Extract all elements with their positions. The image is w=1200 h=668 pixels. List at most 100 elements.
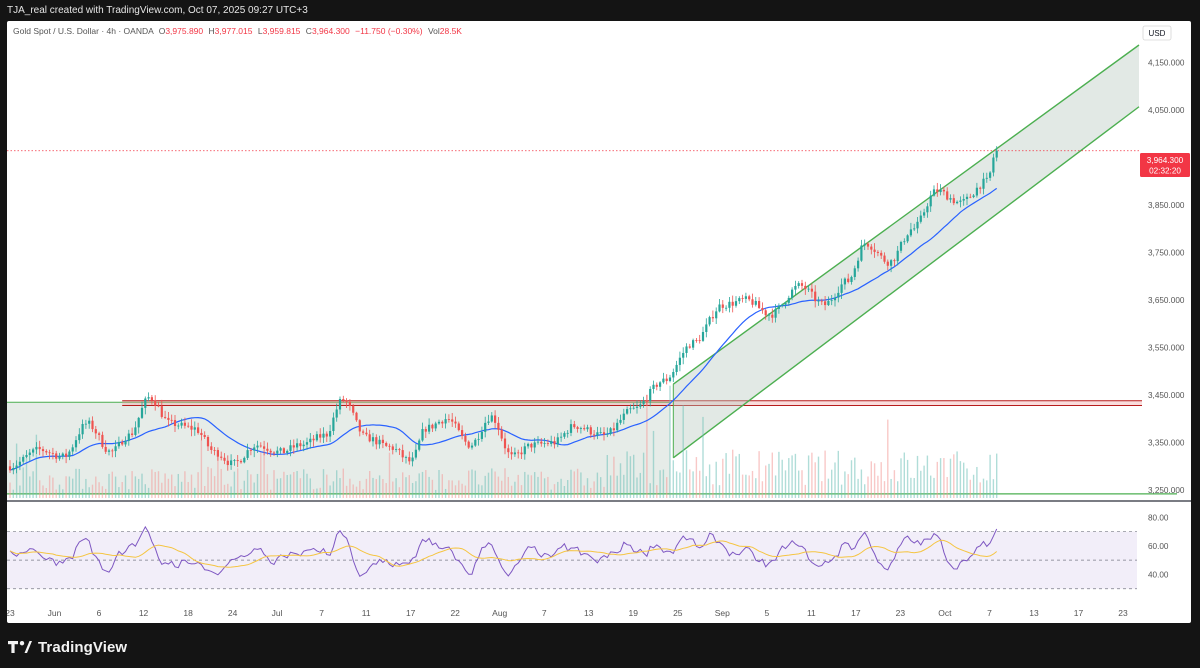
candle[interactable] [876, 250, 879, 257]
candle[interactable] [563, 431, 566, 439]
footer-brand[interactable]: TradingView [8, 636, 127, 658]
candle[interactable] [906, 234, 909, 244]
candle[interactable] [404, 455, 408, 464]
candle[interactable] [35, 442, 38, 455]
candle[interactable] [101, 431, 104, 449]
candle[interactable] [470, 442, 474, 450]
candle[interactable] [725, 305, 728, 312]
candle[interactable] [88, 417, 91, 429]
candle[interactable] [791, 287, 794, 301]
candle[interactable] [965, 193, 969, 206]
candle[interactable] [886, 259, 889, 271]
channel-lower-line[interactable] [672, 106, 1140, 459]
candle[interactable] [642, 396, 645, 408]
candle[interactable] [206, 435, 210, 452]
candle[interactable] [942, 186, 945, 196]
candle[interactable] [335, 403, 338, 422]
candle[interactable] [893, 258, 896, 267]
candle[interactable] [147, 392, 150, 401]
candle[interactable] [223, 453, 226, 465]
candle[interactable] [421, 422, 424, 442]
candle[interactable] [183, 417, 186, 429]
candle[interactable] [401, 444, 404, 463]
candle[interactable] [484, 416, 487, 438]
candle[interactable] [177, 423, 180, 430]
candle[interactable] [827, 296, 830, 307]
candle[interactable] [25, 450, 28, 459]
candle[interactable] [556, 433, 559, 448]
candle[interactable] [992, 153, 995, 177]
price-pane[interactable] [7, 44, 1177, 498]
candle[interactable] [860, 239, 863, 262]
candle[interactable] [28, 448, 31, 462]
candle[interactable] [454, 416, 457, 428]
candle[interactable] [804, 281, 807, 295]
candle[interactable] [243, 456, 246, 464]
candle[interactable] [289, 439, 292, 457]
candle[interactable] [899, 240, 903, 254]
candle[interactable] [645, 395, 648, 406]
candle[interactable] [880, 250, 883, 260]
candle[interactable] [437, 419, 441, 425]
candle[interactable] [870, 244, 873, 255]
candle[interactable] [167, 412, 170, 427]
rsi-line[interactable] [9, 525, 998, 578]
candle[interactable] [391, 444, 394, 455]
candle[interactable] [685, 343, 688, 358]
candle[interactable] [385, 441, 388, 448]
candle[interactable] [121, 439, 124, 446]
candle[interactable] [55, 450, 58, 463]
candle[interactable] [596, 426, 599, 440]
candle[interactable] [408, 451, 411, 465]
candle[interactable] [612, 422, 615, 437]
candle[interactable] [649, 386, 652, 407]
candle[interactable] [576, 425, 579, 433]
candle[interactable] [451, 412, 454, 427]
candle[interactable] [507, 444, 510, 459]
candle[interactable] [200, 428, 203, 441]
candle[interactable] [81, 419, 84, 439]
candle[interactable] [144, 396, 147, 415]
candle[interactable] [665, 374, 668, 385]
candle[interactable] [332, 412, 335, 436]
candle[interactable] [154, 395, 157, 411]
candle[interactable] [853, 265, 856, 281]
candle[interactable] [477, 433, 480, 446]
candle[interactable] [659, 381, 662, 391]
candle[interactable] [652, 380, 655, 394]
candle[interactable] [173, 414, 177, 432]
candle[interactable] [444, 413, 447, 429]
candle[interactable] [457, 421, 460, 432]
candle[interactable] [622, 408, 625, 425]
candle[interactable] [236, 455, 239, 468]
candle[interactable] [626, 406, 629, 415]
candle[interactable] [530, 442, 533, 452]
candle[interactable] [127, 429, 130, 446]
candle[interactable] [837, 286, 840, 303]
candle[interactable] [286, 449, 289, 456]
candle[interactable] [216, 447, 219, 461]
candle[interactable] [230, 454, 233, 470]
candle[interactable] [602, 427, 606, 441]
candle[interactable] [490, 412, 493, 423]
candle[interactable] [355, 411, 358, 422]
candle[interactable] [51, 447, 54, 460]
candle[interactable] [523, 442, 526, 460]
candle[interactable] [253, 443, 256, 458]
candles[interactable] [8, 146, 998, 475]
candle[interactable] [975, 182, 978, 198]
candle[interactable] [695, 337, 698, 343]
candle[interactable] [688, 343, 691, 349]
candle[interactable] [682, 347, 685, 365]
candle[interactable] [956, 200, 959, 205]
candle[interactable] [12, 462, 15, 475]
candle[interactable] [919, 210, 922, 224]
candle[interactable] [767, 313, 771, 321]
candle[interactable] [411, 452, 414, 467]
candle[interactable] [777, 303, 780, 314]
candle[interactable] [319, 428, 322, 443]
candle[interactable] [672, 368, 675, 383]
candle[interactable] [500, 426, 503, 442]
candle[interactable] [338, 396, 342, 415]
candle[interactable] [705, 318, 708, 338]
